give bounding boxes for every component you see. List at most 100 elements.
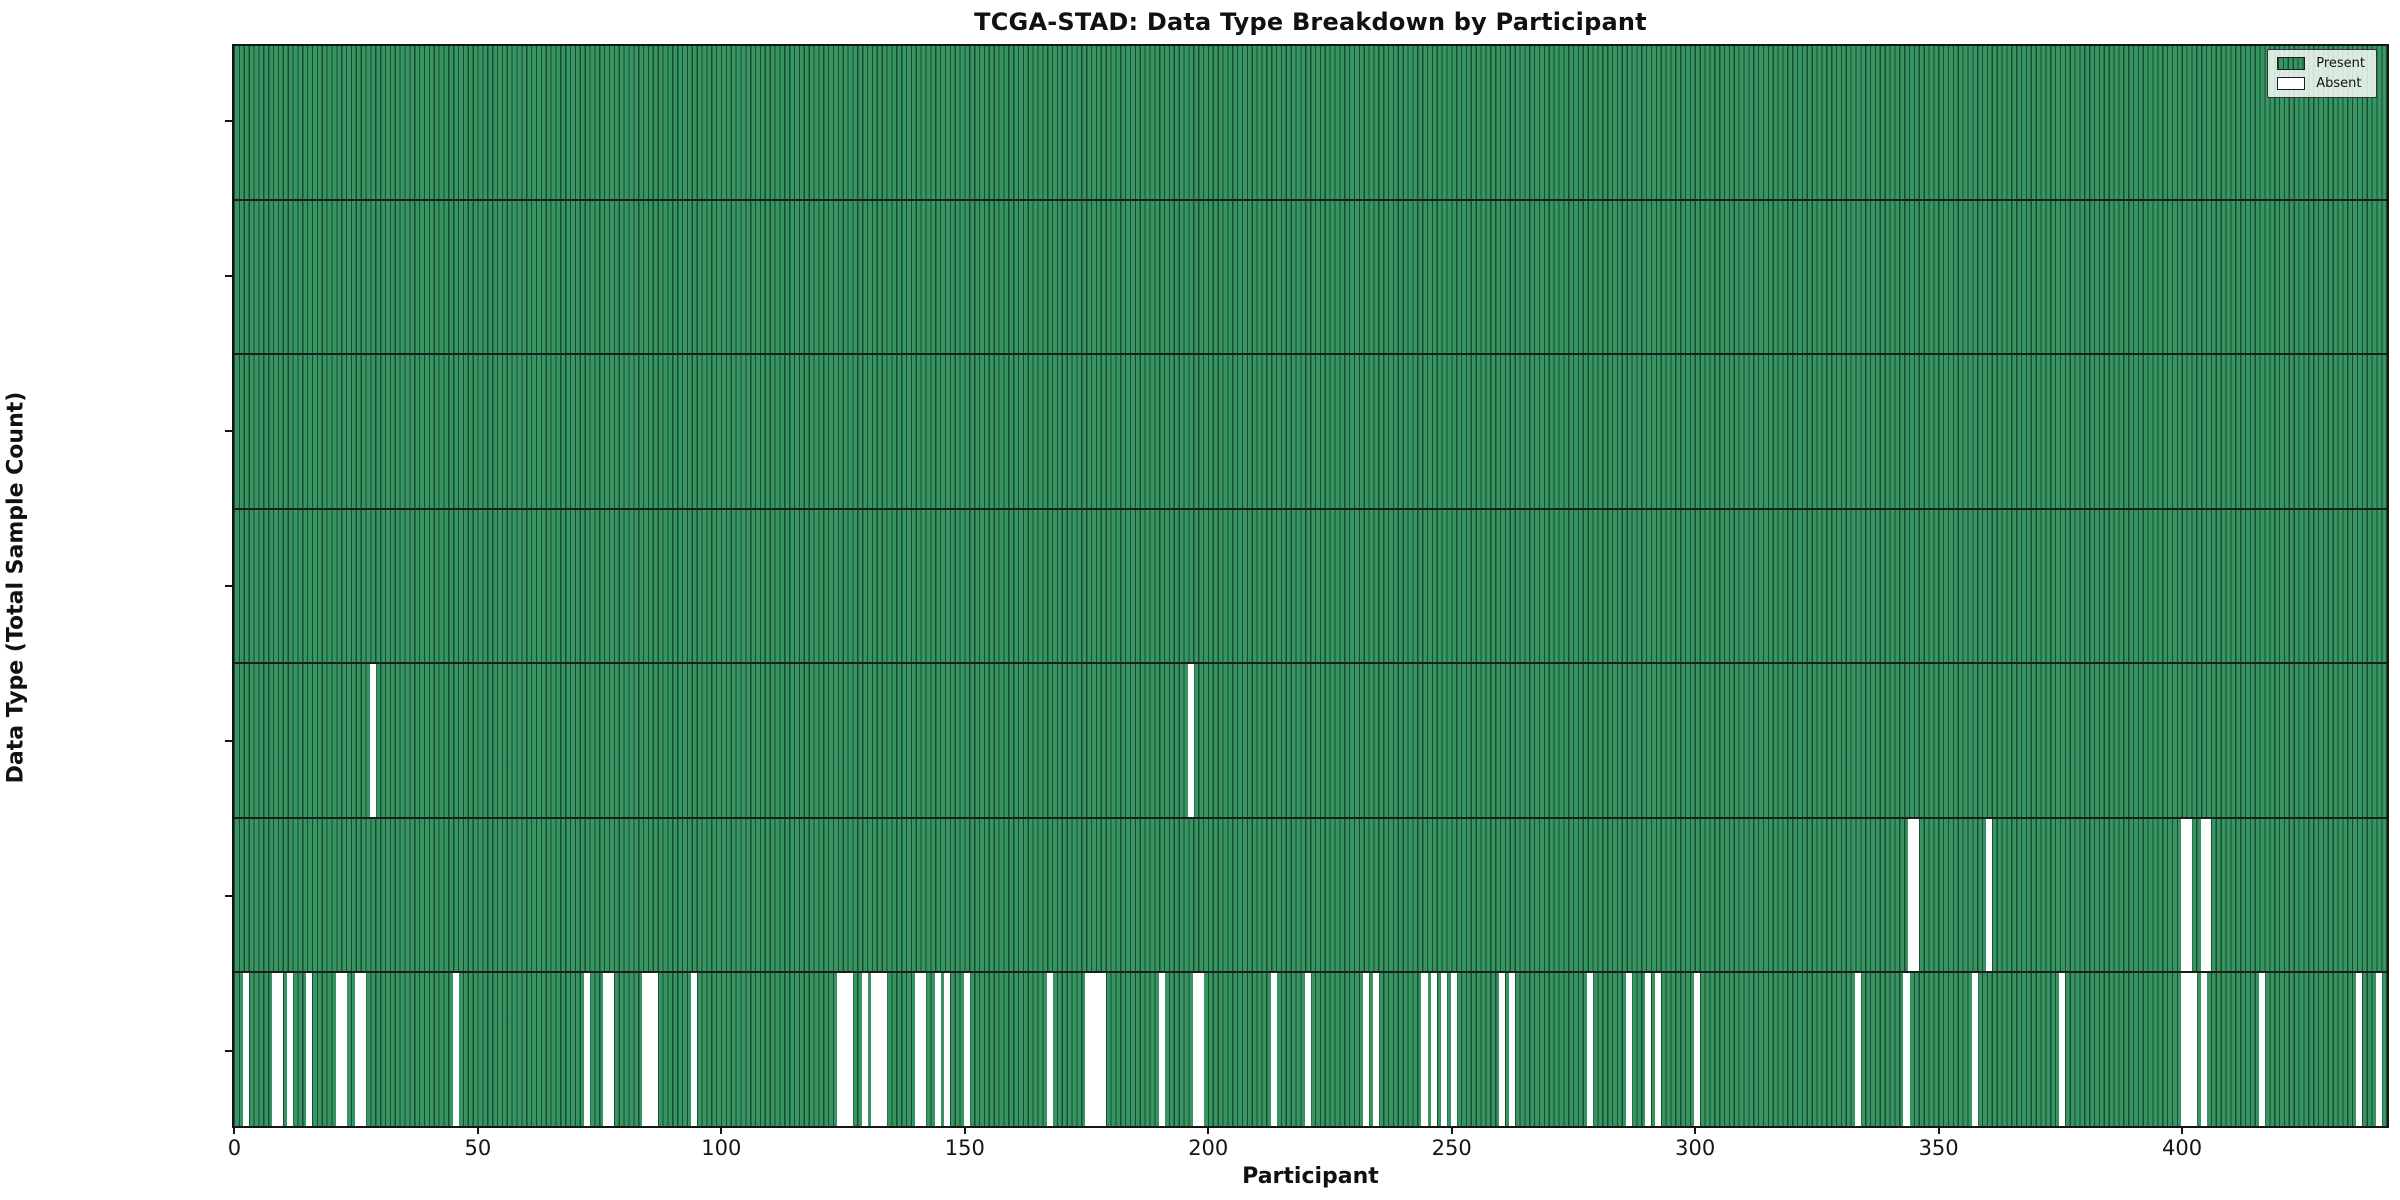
absent-gap (919, 973, 926, 1127)
absent-gap (2185, 818, 2192, 972)
absent-gap (277, 973, 284, 1127)
absent-gap (1625, 973, 1633, 1127)
absent-gap (1304, 973, 1311, 1127)
row-BCR (234, 46, 2387, 201)
absent-gap (2356, 973, 2363, 1127)
x-tick-mark (720, 1128, 723, 1134)
absent-gap (1440, 973, 1447, 1127)
absent-gap (837, 973, 844, 1127)
absent-gap (2375, 973, 2382, 1127)
absent-gap (369, 664, 376, 817)
absent-gap (2185, 973, 2192, 1127)
x-tick-label: 250 (1431, 1136, 1472, 1160)
absent-gap (1085, 973, 1092, 1127)
absent-gap (1090, 973, 1097, 1127)
absent-gap (1450, 973, 1457, 1127)
x-tick-mark (476, 1128, 479, 1134)
legend-swatch-absent (2277, 77, 2306, 90)
absent-gap (306, 973, 313, 1127)
absent-gap (842, 973, 849, 1127)
absent-gap (272, 973, 279, 1127)
x-tick-label: 400 (2162, 1136, 2203, 1160)
legend: Present Absent (2267, 49, 2377, 98)
x-tick-label: 350 (1918, 1136, 1959, 1160)
absent-gap (1187, 664, 1194, 817)
absent-gap (1197, 973, 1204, 1127)
absent-gap (1509, 973, 1516, 1127)
absent-gap (359, 973, 367, 1127)
row-mRNA (234, 973, 2387, 1127)
x-tick-label: 200 (1188, 1136, 1229, 1160)
y-tick-mark (225, 585, 232, 587)
absent-gap (1986, 818, 1993, 972)
absent-gap (1587, 973, 1594, 1127)
absent-gap (1499, 973, 1506, 1127)
row-CN (234, 509, 2387, 665)
absent-gap (1694, 973, 1701, 1127)
absent-gap (1431, 973, 1438, 1127)
absent-gap (1854, 973, 1861, 1127)
y-tick-mark (225, 739, 232, 742)
absent-gap (876, 973, 883, 1127)
legend-swatch-present (2277, 57, 2306, 70)
absent-gap (652, 973, 659, 1127)
absent-gap (963, 973, 970, 1127)
y-tick-mark (225, 894, 232, 897)
absent-gap (2181, 973, 2188, 1127)
absent-gap (2205, 818, 2212, 972)
absent-gap (1903, 973, 1910, 1127)
absent-gap (1971, 973, 1978, 1127)
x-tick-label: 150 (944, 1136, 985, 1160)
absent-gap (880, 973, 888, 1127)
row-Methylation (234, 355, 2387, 510)
y-axis-label: Data Type (Total Sample Count) (3, 391, 29, 784)
absent-gap (934, 973, 941, 1127)
legend-label-present: Present (2316, 56, 2365, 71)
absent-gap (335, 973, 342, 1127)
absent-gap (1645, 973, 1652, 1127)
row-miR (234, 818, 2387, 974)
x-tick-mark (963, 1128, 966, 1134)
absent-gap (1372, 973, 1379, 1127)
y-tick-mark (225, 1049, 232, 1052)
absent-gap (340, 973, 347, 1127)
absent-gap (1363, 973, 1370, 1127)
absent-gap (608, 973, 615, 1127)
absent-gap (642, 973, 649, 1127)
absent-gap (355, 973, 362, 1127)
x-tick-label: 100 (701, 1136, 742, 1160)
absent-gap (915, 973, 922, 1127)
absent-gap (1421, 973, 1428, 1127)
absent-gap (647, 973, 654, 1127)
absent-gap (603, 973, 610, 1127)
absent-gap (846, 973, 853, 1127)
x-tick-mark (1207, 1128, 1210, 1134)
x-tick-mark (1694, 1128, 1697, 1134)
absent-gap (1095, 973, 1102, 1127)
absent-gap (2258, 973, 2265, 1127)
x-tick-mark (2181, 1128, 2184, 1134)
row-Clinical (234, 200, 2387, 356)
y-tick-mark (225, 120, 232, 123)
absent-gap (1270, 973, 1277, 1127)
legend-item-present: Present (2277, 57, 2365, 70)
x-tick-label: 0 (227, 1136, 242, 1160)
legend-label-absent: Absent (2316, 76, 2362, 91)
absent-gap (583, 973, 591, 1127)
absent-gap (871, 973, 878, 1127)
x-tick-mark (1937, 1128, 1940, 1134)
x-tick-label: 300 (1675, 1136, 1716, 1160)
chart-title: TCGA-STAD: Data Type Breakdown by Partic… (974, 8, 1647, 36)
absent-gap (1192, 973, 1199, 1127)
absent-gap (286, 973, 294, 1127)
absent-gap (691, 973, 698, 1127)
absent-gap (452, 973, 459, 1127)
legend-item-absent: Absent (2277, 77, 2365, 90)
x-tick-label: 50 (464, 1136, 492, 1160)
absent-gap (1100, 973, 1107, 1127)
absent-gap (1158, 973, 1165, 1127)
absent-gap (1655, 973, 1662, 1127)
row-MAF (234, 664, 2387, 819)
absent-gap (1046, 973, 1053, 1127)
